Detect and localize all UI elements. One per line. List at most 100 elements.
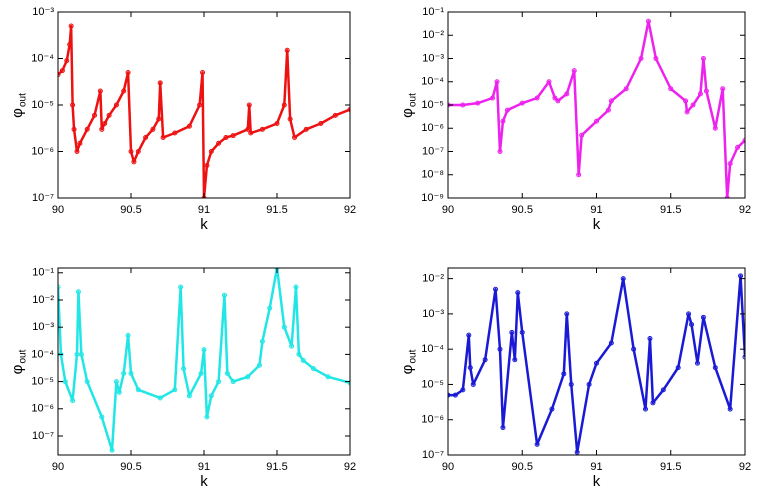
data-point [157,395,163,401]
x-tick-label: 92 [739,461,751,473]
data-point [727,161,733,167]
data-point [287,116,293,122]
x-tick-label: 91.5 [660,461,681,473]
data-point [579,132,585,138]
data-point [121,88,127,94]
data-point [660,387,666,393]
y-tick-label: 10⁻⁵ [31,99,54,111]
data-point [686,311,692,317]
data-point [178,284,184,290]
data-point [70,102,76,108]
data-point [675,365,681,371]
x-tick-label: 90 [442,204,454,216]
x-axis-label: k [200,216,208,233]
data-point [742,354,745,360]
y-tick-label: 10⁻⁶ [421,414,444,426]
data-point [102,121,108,127]
data-point [470,381,476,387]
y-tick-label: 10⁻⁵ [421,99,444,111]
data-point [160,135,166,141]
data-point [515,290,521,296]
y-axis-label-sub: out [408,349,419,363]
data-point [460,387,466,393]
x-tick-label: 92 [739,204,751,216]
data-point [300,357,306,363]
y-tick-label: 10⁻⁶ [31,145,54,157]
y-axis-label-sub: out [18,349,29,363]
data-point [99,126,105,132]
y-tick-label: 10⁻³ [32,321,54,333]
data-point [735,144,741,150]
data-point [694,360,700,366]
data-point [58,284,61,290]
data-point [230,133,236,139]
data-point [230,379,236,385]
data-point [534,95,540,101]
data-point [157,80,163,86]
plot-frame [447,11,746,199]
y-tick-label: 10⁻⁴ [421,76,444,88]
data-point [131,159,137,165]
data-point [689,322,695,328]
data-point [574,449,580,455]
data-point [727,406,733,412]
data-point [703,88,709,94]
data-point [303,126,309,132]
data-point [109,447,115,453]
x-tick-label: 91 [198,204,210,216]
data-point [534,441,540,447]
data-point [71,126,77,132]
data-point [494,79,500,85]
data-point [608,340,614,346]
data-point [59,68,65,74]
x-tick-label: 91.5 [266,204,287,216]
data-point [631,346,637,352]
y-tick-label: 10⁻² [422,29,444,41]
data-point [204,162,210,168]
data-point [200,69,206,75]
data-point [497,149,503,154]
data-point [690,102,696,108]
data-point [700,56,706,61]
data-point [555,98,561,104]
data-point [121,370,127,376]
data-point [125,69,131,75]
data-point [697,91,703,97]
data-point [289,343,295,349]
x-tick-label: 90.5 [120,204,141,216]
data-point [106,112,112,118]
x-tick-label: 90.5 [512,461,533,473]
y-tick-label: 10⁻¹ [32,267,54,279]
data-point [564,91,570,97]
data-point [586,381,592,387]
data-point [281,102,287,108]
y-axis-label-main: φ [9,364,26,374]
data-point [605,107,611,113]
y-tick-label: 10⁻⁵ [31,375,54,387]
y-axis-label-main: φ [9,108,26,118]
y-tick-label: 10⁻³ [422,308,444,320]
data-point [493,286,499,292]
data-point [259,126,265,132]
data-point [143,135,149,141]
y-axis-label-sub: out [18,93,29,107]
data-point [564,311,570,317]
data-point [181,366,187,372]
data-point [259,338,265,344]
data-point [594,118,599,124]
x-axis-label: k [593,473,601,490]
data-point [311,366,316,372]
x-tick-label: 90 [442,461,454,473]
data-point [549,406,555,412]
data-point [500,118,506,124]
data-line [58,24,350,198]
data-point [248,130,254,136]
data-point [216,140,222,146]
y-tick-label: 10⁻⁷ [422,449,444,461]
data-point [738,273,744,279]
data-point [245,374,251,380]
y-tick-label: 10⁻⁴ [421,343,444,355]
data-point [274,121,280,127]
